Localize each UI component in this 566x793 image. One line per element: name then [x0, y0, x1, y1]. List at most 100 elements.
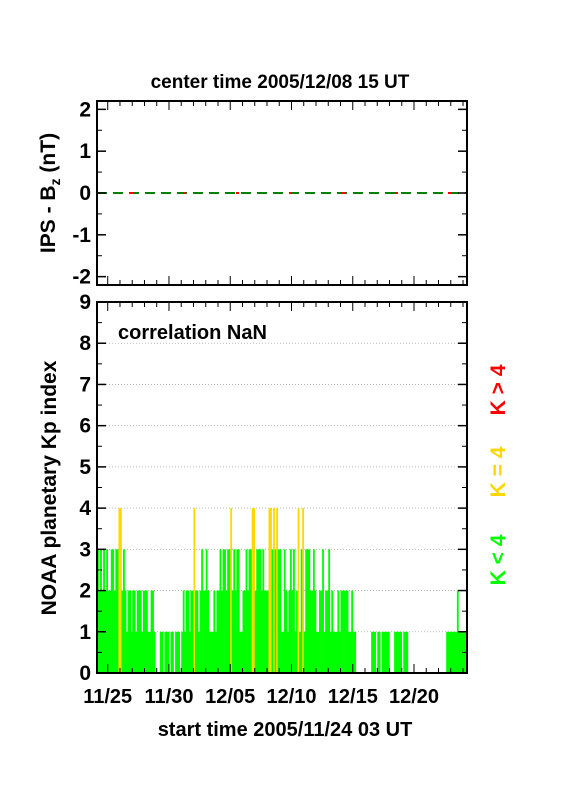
kp-bar [291, 590, 294, 673]
kp-bar [204, 590, 207, 673]
kp-bar [159, 631, 162, 673]
kp-bar [147, 631, 150, 673]
kp-bar [397, 631, 399, 673]
kp-ytick-label: 5 [79, 456, 91, 479]
kp-bar [253, 508, 256, 673]
bz-y-axis-label: IPS - Bz (nT) [37, 133, 63, 253]
bz-ytick-label: 0 [79, 182, 91, 205]
kp-bar [447, 631, 450, 673]
kp-bar [337, 590, 340, 673]
kp-bar [328, 549, 331, 673]
kp-legend-label: K > 4 [487, 364, 510, 415]
kp-xtick-label: 12/20 [389, 686, 439, 708]
kp-bar [308, 549, 311, 673]
bottom-x-axis-label: start time 2005/11/24 03 UT [158, 719, 413, 741]
kp-bar [106, 549, 109, 673]
kp-bar [198, 631, 200, 673]
kp-bar [205, 549, 208, 673]
kp-bar [221, 590, 223, 673]
bz-ytick-label: 2 [79, 98, 91, 121]
kp-bar [293, 549, 295, 673]
kp-bar [240, 631, 243, 673]
kp-xtick-label: 11/30 [145, 686, 194, 708]
kp-bar [404, 631, 407, 673]
kp-xtick-label: 12/05 [205, 686, 255, 708]
kp-legend-label: K < 4 [487, 534, 510, 585]
kp-bar [282, 631, 285, 673]
kp-y-axis-label: NOAA planetary Kp index [38, 360, 61, 615]
kp-bar [262, 549, 265, 673]
kp-bar [309, 590, 312, 673]
kp-bar [164, 631, 167, 673]
bz-ylabel-sub: z [47, 178, 63, 185]
kp-grid-group [97, 342, 467, 633]
kp-ytick-label: 1 [79, 621, 91, 644]
kp-bar [374, 631, 377, 673]
kp-bar [219, 549, 222, 673]
kp-bar [323, 631, 326, 673]
kp-bar [317, 631, 320, 673]
kp-bar [185, 590, 188, 673]
kp-bar [329, 631, 332, 673]
kp-bars-group [97, 508, 467, 673]
kp-bar [372, 631, 375, 673]
kp-bar [280, 631, 283, 673]
kp-bar [316, 631, 318, 673]
kp-bar [109, 590, 112, 673]
kp-bar [346, 590, 349, 673]
kp-bar [270, 508, 272, 673]
kp-bar [311, 590, 314, 673]
kp-bar [338, 631, 341, 673]
kp-bar [326, 590, 329, 673]
kp-bar [225, 590, 228, 673]
kp-bar [254, 590, 257, 673]
kp-ytick-label: 6 [79, 415, 91, 438]
kp-ytick-label: 3 [79, 538, 91, 561]
kp-ytick-label: 8 [79, 332, 91, 355]
kp-bar [343, 590, 346, 673]
kp-bar [127, 590, 130, 673]
kp-bar [195, 590, 197, 673]
bz-ylabel-main: IPS - B [37, 185, 60, 253]
kp-bar [306, 549, 309, 673]
kp-bar [207, 590, 210, 673]
kp-bar [224, 549, 226, 673]
kp-bar [112, 549, 115, 673]
kp-bar [259, 549, 262, 673]
kp-bar [331, 590, 334, 673]
kp-bar [299, 631, 301, 673]
kp-bar [279, 549, 282, 673]
kp-bar [449, 631, 452, 673]
kp-bar [247, 590, 249, 673]
kp-bar [153, 631, 156, 673]
kp-ytick-label: 7 [79, 373, 91, 396]
kp-bar [335, 631, 338, 673]
kp-y-tick-labels: 0 1 2 3 4 5 6 7 8 9 [79, 291, 91, 685]
kp-bar [325, 590, 328, 673]
kp-bar [178, 631, 180, 673]
kp-bar [196, 590, 199, 673]
kp-color-legend: K < 4 K = 4 K > 4 [487, 364, 510, 585]
kp-bar [107, 590, 110, 673]
kp-bar [263, 590, 266, 673]
kp-bar [334, 631, 337, 673]
kp-bar [103, 549, 105, 673]
kp-bar [332, 631, 335, 673]
kp-bar [188, 631, 191, 673]
bz-ytick-label: -1 [72, 224, 91, 247]
kp-bar [152, 590, 154, 673]
kp-bar [124, 590, 127, 673]
kp-bar [130, 631, 133, 673]
kp-bar [406, 631, 409, 673]
kp-ytick-label: 9 [79, 291, 91, 314]
kp-bar [288, 590, 291, 673]
kp-bar [227, 549, 229, 673]
kp-bar [286, 631, 289, 673]
kp-bar [285, 590, 288, 673]
kp-bar [213, 590, 216, 673]
bz-y-tick-labels: -2 -1 0 1 2 [72, 98, 91, 288]
kp-bar [386, 631, 389, 673]
kp-bar [274, 549, 277, 673]
kp-bar [228, 549, 231, 673]
